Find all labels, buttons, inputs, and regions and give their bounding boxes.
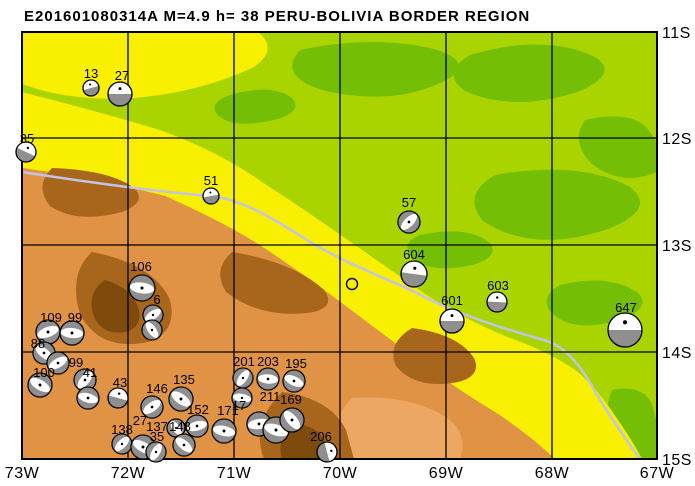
- event-number-label: 206: [310, 429, 332, 444]
- terrain-forest-patches: [214, 41, 657, 459]
- event-number-label: 152: [187, 402, 209, 417]
- plot-title: E201601080314A M=4.9 h= 38 PERU-BOLIVIA …: [24, 8, 530, 25]
- focal-mechanism-603: [486, 291, 508, 313]
- event-number-label: 41: [83, 365, 97, 380]
- focal-mechanism: [145, 441, 167, 463]
- event-number-label: 201: [233, 354, 255, 369]
- event-number-label: 106: [130, 259, 152, 274]
- event-number-label: 647: [615, 300, 637, 315]
- terrain-orange-light-patch: [334, 397, 463, 459]
- lon-label-69W: 69W: [429, 465, 464, 482]
- focal-mechanism-604: [400, 260, 428, 288]
- lon-label-73W: 73W: [5, 465, 40, 482]
- epicenter-open-circle: [345, 277, 359, 291]
- focal-mechanism-135: [168, 386, 194, 412]
- event-number-label: 203: [257, 354, 279, 369]
- focal-mechanism-57: [397, 210, 421, 234]
- focal-mechanism-51: [202, 187, 220, 205]
- focal-mechanism-99: [59, 320, 85, 346]
- focal-mechanism-41: [73, 368, 97, 392]
- event-number-label: 17: [232, 398, 246, 413]
- focal-mechanism-201: [232, 367, 254, 389]
- event-number-label: 601: [441, 293, 463, 308]
- focal-mechanism-601: [439, 308, 465, 334]
- focal-mechanism: [76, 386, 100, 410]
- event-number-label: 35: [20, 131, 34, 146]
- focal-mechanisms-layer: [15, 79, 643, 463]
- event-number-label: 99: [69, 355, 83, 370]
- event-number-label: 6: [153, 292, 160, 307]
- lat-label-15S: 15S: [662, 452, 692, 469]
- event-number-label: 13: [84, 66, 98, 81]
- focal-mechanism-203: [256, 367, 280, 391]
- latitude-axis-labels: 11S 12S 13S 14S 15S: [662, 25, 692, 469]
- event-number-label: 146: [146, 381, 168, 396]
- focal-mechanism: [279, 407, 305, 433]
- event-number-label: 171: [217, 403, 239, 418]
- lon-label-70W: 70W: [323, 465, 358, 482]
- event-number-label: 604: [403, 247, 425, 262]
- event-number-label: 27: [115, 68, 129, 83]
- event-number-label: 99: [68, 310, 82, 325]
- event-number-label: 88: [31, 336, 45, 351]
- focal-mechanism-106: [128, 274, 156, 302]
- border-river-line: [22, 170, 642, 459]
- longitude-axis-labels: 73W 72W 71W 70W 69W 68W 67W: [5, 465, 675, 482]
- event-number-label: 169: [280, 392, 302, 407]
- lat-label-14S: 14S: [662, 345, 692, 362]
- lon-label-71W: 71W: [217, 465, 252, 482]
- focal-mechanism-152: [185, 414, 209, 438]
- event-number-label: 135: [173, 372, 195, 387]
- focal-mechanism-171: [211, 418, 237, 444]
- event-number-label: 57: [402, 195, 416, 210]
- map-frame: [21, 31, 658, 460]
- event-number-label: 603: [487, 278, 509, 293]
- event-number-label: 138: [111, 422, 133, 437]
- event-number-label: 148: [169, 419, 191, 434]
- focal-mechanism-43: [107, 387, 129, 409]
- event-number-label: 43: [113, 375, 127, 390]
- event-number-label: 27: [133, 413, 147, 428]
- terrain-peak-dark-brown: [91, 280, 330, 459]
- focal-mechanism: [172, 433, 196, 457]
- focal-mechanism-17: [231, 387, 253, 409]
- event-number-label: 211: [260, 389, 281, 404]
- focal-mechanism-647: [607, 312, 643, 348]
- lat-label-11S: 11S: [662, 25, 691, 42]
- focal-mechanism-99: [46, 351, 70, 375]
- event-number-label: 100: [33, 365, 55, 380]
- event-number-label: 51: [204, 173, 218, 188]
- focal-mechanism-13: [82, 79, 100, 97]
- focal-mechanism-35: [15, 141, 37, 163]
- focal-mechanism-146: [140, 395, 164, 419]
- focal-mechanism: [111, 433, 133, 455]
- lat-label-12S: 12S: [662, 131, 692, 148]
- event-number-label: 137: [146, 419, 168, 434]
- focal-mechanism: [141, 319, 163, 341]
- event-number-label: 109: [40, 310, 62, 325]
- focal-mechanism-195: [282, 369, 306, 393]
- focal-mechanism: [166, 418, 186, 438]
- focal-mechanism-100: [27, 372, 53, 398]
- event-number-label: 35: [150, 429, 164, 444]
- event-number-label: 195: [285, 356, 307, 371]
- focal-mechanism-27: [107, 81, 133, 107]
- lon-label-68W: 68W: [535, 465, 570, 482]
- lon-label-67W: 67W: [640, 465, 675, 482]
- lon-label-72W: 72W: [111, 465, 146, 482]
- focal-mechanism-109: [35, 319, 61, 345]
- lat-label-13S: 13S: [662, 238, 692, 255]
- focal-mechanism-206: [316, 441, 338, 463]
